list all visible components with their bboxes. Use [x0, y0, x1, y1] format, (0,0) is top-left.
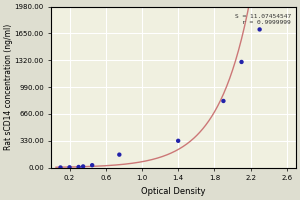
Text: S = 11.07454547
r = 0.9999999: S = 11.07454547 r = 0.9999999: [235, 14, 291, 25]
Point: [257, 28, 262, 31]
Point: [58, 166, 63, 169]
Point: [76, 165, 81, 169]
Y-axis label: Rat sCD14 concentration (ng/ml): Rat sCD14 concentration (ng/ml): [4, 24, 13, 150]
Point: [176, 139, 181, 142]
Point: [239, 60, 244, 64]
Point: [117, 153, 122, 156]
Point: [67, 166, 72, 169]
Point: [90, 164, 94, 167]
Point: [81, 165, 85, 168]
X-axis label: Optical Density: Optical Density: [141, 187, 206, 196]
Point: [221, 99, 226, 103]
